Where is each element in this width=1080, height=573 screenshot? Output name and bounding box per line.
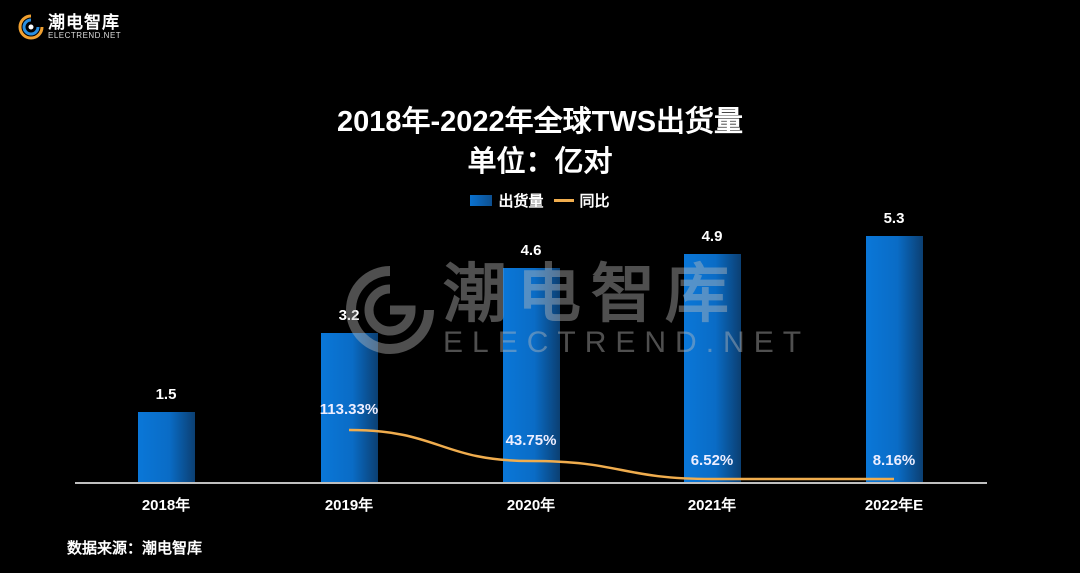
logo-name-en: ELECTREND.NET (48, 31, 122, 40)
bar-value-label: 4.9 (701, 228, 723, 246)
x-tick-label: 2021年 (687, 497, 737, 514)
bar-3 (683, 254, 741, 482)
yoy-value-label: 6.52% (690, 452, 734, 469)
bar-value-label: 4.6 (520, 242, 542, 260)
x-tick-label: 2022年E (864, 497, 924, 514)
legend-line-swatch-icon (553, 199, 574, 202)
legend-bar-swatch-icon (470, 195, 493, 206)
bar-4 (865, 235, 923, 482)
x-tick-label: 2020年 (506, 497, 556, 514)
chart-title: 2018年-2022年全球TWS出货量 (336, 106, 744, 138)
yoy-value-label: 113.33% (319, 401, 379, 418)
legend: 出货量 同比 (0, 190, 1080, 211)
data-source: 数据来源：潮电智库 (67, 540, 203, 557)
yoy-value-label: 8.16% (872, 452, 916, 469)
bar-2 (502, 268, 560, 482)
legend-label-shipments: 出货量 (498, 193, 544, 210)
logo-icon (18, 14, 44, 40)
chart-subtitle: 单位：亿对 (467, 146, 613, 178)
x-axis (75, 482, 987, 484)
bar-0 (137, 412, 195, 482)
bar-value-label: 3.2 (338, 307, 360, 325)
legend-label-yoy: 同比 (579, 193, 610, 210)
logo-name-cn: 潮电智库 (48, 13, 120, 32)
logo: 潮电智库 ELECTREND.NET (18, 14, 121, 40)
bar-1 (320, 333, 378, 482)
yoy-value-label: 43.75% (505, 432, 557, 449)
x-tick-label: 2018年 (141, 497, 191, 514)
bar-value-label: 1.5 (155, 386, 177, 404)
x-tick-label: 2019年 (324, 497, 374, 514)
bar-value-label: 5.3 (883, 209, 905, 227)
